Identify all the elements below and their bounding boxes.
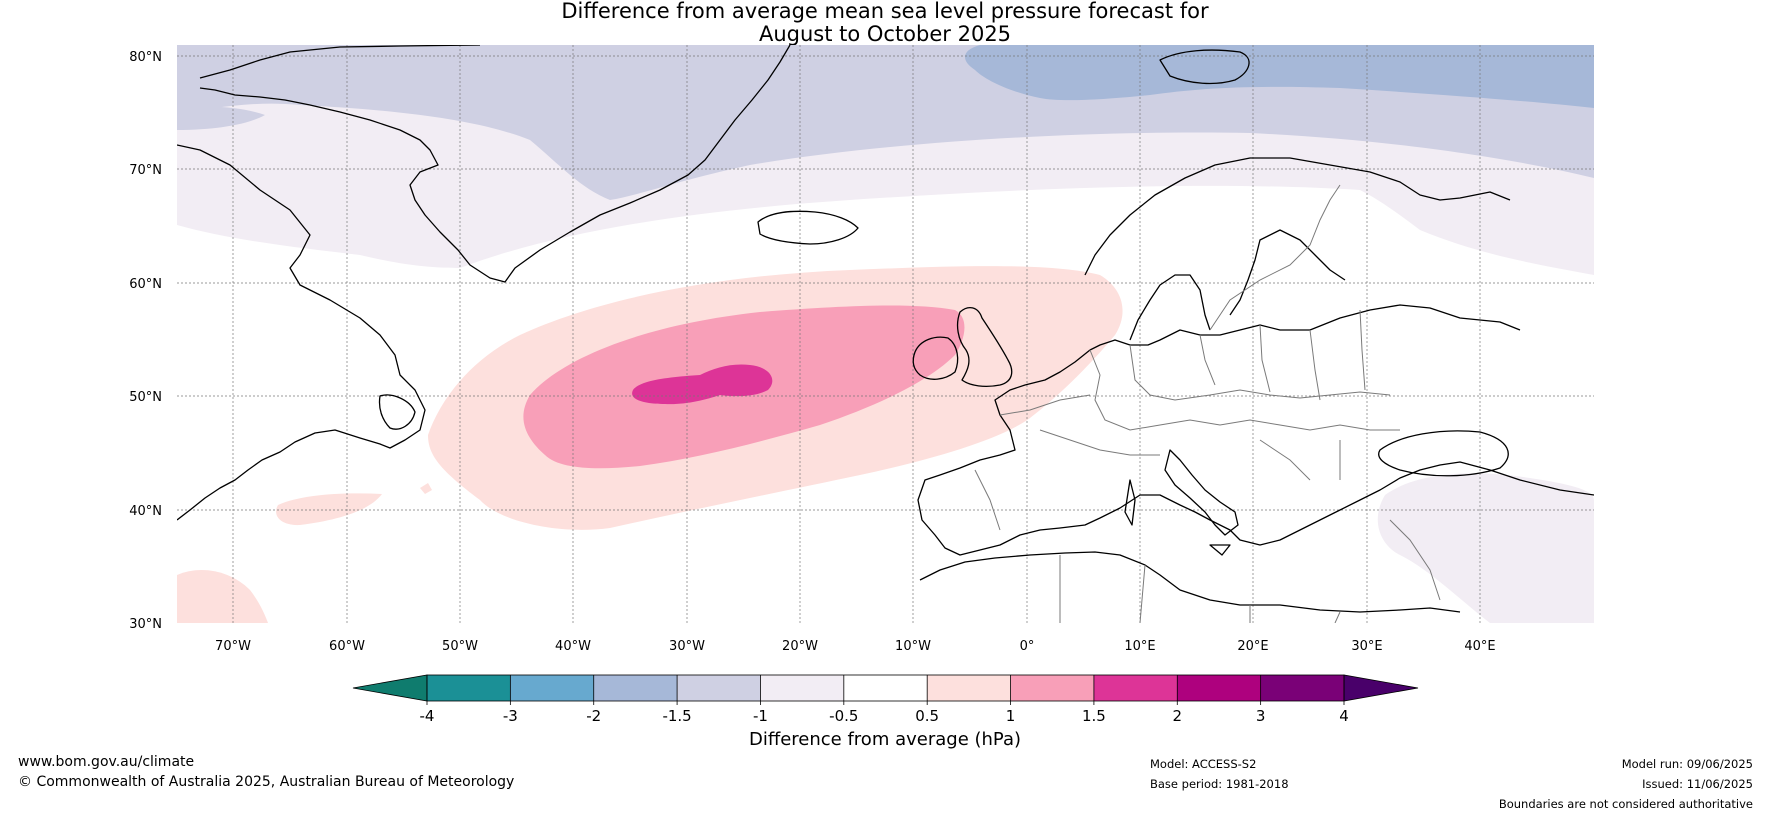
colorbar-segment	[1260, 675, 1345, 701]
lon-tick-label: 10°E	[1124, 639, 1155, 654]
anomaly-region-neg-2	[964, 45, 1594, 108]
colorbar-extend-low	[352, 674, 428, 702]
country-boundaries	[974, 184, 1441, 623]
lat-tick-label: 60°N	[129, 277, 162, 292]
colorbar-tick-label: -1	[753, 707, 768, 725]
lon-tick-label: 30°E	[1351, 639, 1382, 654]
coastline-north-america	[177, 144, 426, 521]
colorbar-segment	[1093, 675, 1178, 701]
colorbar-tick-label: 3	[1256, 707, 1266, 725]
lon-tick-label: 60°W	[329, 639, 365, 654]
colorbar-tick-label: -3	[503, 707, 518, 725]
colorbar-tick-label: 1.5	[1082, 707, 1106, 725]
footer-base-period: Base period: 1981-2018	[1150, 777, 1289, 791]
coastline-black-sea	[1378, 430, 1509, 477]
longitude-axis: 70°W 60°W 50°W 40°W 30°W 20°W 10°W 0° 10…	[215, 639, 1496, 654]
anomaly-region-pos-0.5-sw	[177, 570, 268, 623]
colorbar-tick-label: 4	[1339, 707, 1349, 725]
colorbar-segment	[843, 675, 928, 701]
coastline-italy	[1164, 449, 1239, 536]
latitude-axis: 80°N 70°N 60°N 50°N 40°N 30°N	[129, 50, 162, 632]
anomaly-region-neg-1-east	[1377, 473, 1594, 623]
map-panel	[177, 45, 1594, 623]
colorbar-tick-label: 2	[1172, 707, 1182, 725]
colorbar-tick-label: -4	[420, 707, 435, 725]
colorbar-extend-high	[1343, 674, 1419, 702]
footer-website: www.bom.gov.au/climate	[18, 754, 195, 770]
lon-tick-label: 70°W	[215, 639, 251, 654]
map-title-line1: Difference from average mean sea level p…	[561, 0, 1209, 23]
anomaly-region-pos-0.5-dot	[420, 483, 432, 494]
coastline-iceland	[757, 210, 859, 245]
lon-tick-label: 20°W	[782, 639, 818, 654]
coastline-scandinavia	[1084, 157, 1511, 341]
lon-tick-label: 0°	[1020, 639, 1035, 654]
lon-tick-label: 40°W	[555, 639, 591, 654]
lon-tick-label: 40°E	[1464, 639, 1495, 654]
colorbar-segment	[760, 675, 845, 701]
coastline-north-africa	[919, 551, 1461, 613]
footer-disclaimer: Boundaries are not considered authoritat…	[1498, 797, 1753, 811]
lat-tick-label: 40°N	[129, 504, 162, 519]
anomaly-region-pos-1.5	[632, 364, 773, 405]
lat-tick-label: 80°N	[129, 50, 162, 65]
coastline-great-britain	[956, 307, 1013, 387]
colorbar-segment	[677, 675, 761, 701]
coastline-svalbard	[1159, 49, 1250, 85]
colorbar-tick-label: -1.5	[662, 707, 691, 725]
footer-issued: Issued: 11/06/2025	[1642, 777, 1753, 791]
lon-tick-label: 30°W	[669, 639, 705, 654]
colorbar-tick-label: -2	[586, 707, 601, 725]
coastline-newfoundland	[378, 394, 416, 430]
colorbar-tick-label: -0.5	[829, 707, 858, 725]
lat-tick-label: 50°N	[129, 390, 162, 405]
coastlines	[177, 45, 1594, 613]
footer-model: Model: ACCESS-S2	[1150, 757, 1257, 771]
colorbar-label: Difference from average (hPa)	[749, 729, 1021, 750]
graticule	[177, 45, 1594, 623]
coastline-europe	[917, 304, 1594, 556]
lon-tick-label: 50°W	[442, 639, 478, 654]
coastline-ireland	[912, 336, 959, 380]
anomaly-region-pos-0.5-small	[276, 493, 382, 526]
colorbar: -4 -3 -2 -1.5 -1 -0.5 0.5 1 1.5 2 3 4	[352, 674, 1419, 725]
lon-tick-label: 10°W	[895, 639, 931, 654]
lat-tick-label: 30°N	[129, 617, 162, 632]
coastline-islands	[1124, 479, 1231, 556]
lon-tick-label: 20°E	[1237, 639, 1268, 654]
colorbar-tick-label: 1	[1006, 707, 1016, 725]
coastline-greenland	[199, 45, 791, 283]
colorbar-segment	[427, 675, 511, 701]
colorbar-segment	[1010, 675, 1095, 701]
footer-model-run: Model run: 09/06/2025	[1621, 757, 1753, 771]
colorbar-tick-label: 0.5	[915, 707, 939, 725]
map-title-line2: August to October 2025	[759, 22, 1011, 46]
footer-copyright: © Commonwealth of Australia 2025, Austra…	[18, 774, 515, 790]
colorbar-segment	[1177, 675, 1262, 701]
lat-tick-label: 70°N	[129, 163, 162, 178]
colorbar-segment	[927, 675, 1012, 701]
colorbar-segment	[510, 675, 595, 701]
colorbar-segment	[593, 675, 678, 701]
anomaly-region-neg-1b-west	[177, 106, 265, 130]
